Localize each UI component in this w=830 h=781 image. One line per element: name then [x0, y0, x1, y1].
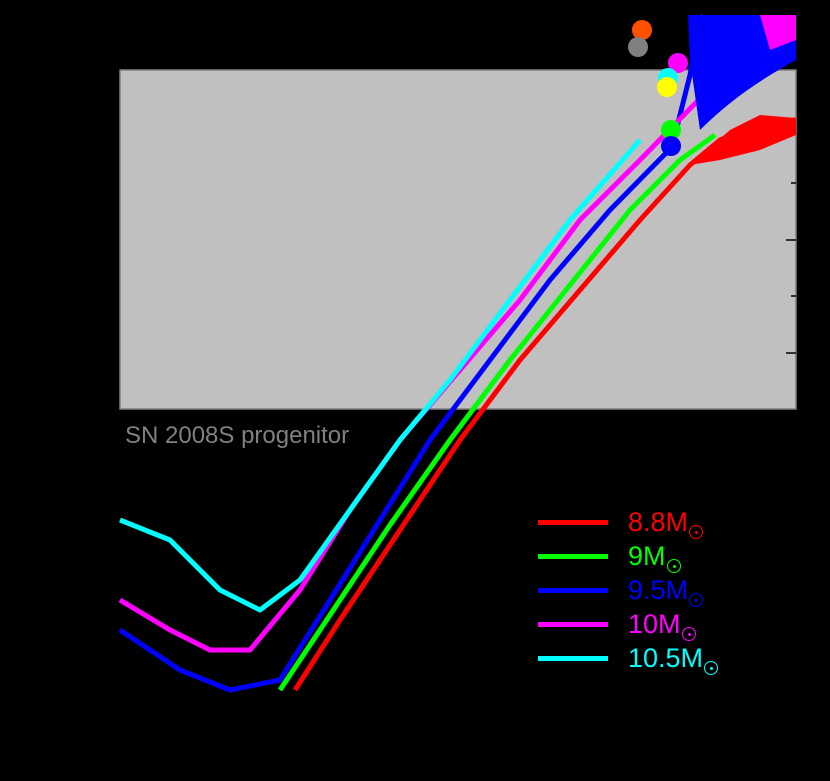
legend: 8.8M 9M 9.5M 10M 10.5M: [538, 505, 719, 675]
solar-symbol-icon: [689, 592, 704, 607]
legend-item: 9M: [538, 539, 718, 573]
legend-swatch: [538, 621, 608, 627]
evolution-tracks: [118, 14, 797, 693]
solar-symbol-icon: [704, 660, 719, 675]
progenitor-region: [119, 69, 797, 410]
legend-item: 8.8M: [538, 505, 718, 539]
marker-dot: [628, 37, 648, 57]
solar-symbol-icon: [666, 558, 681, 573]
marker-dot: [661, 120, 681, 140]
track-line: [277, 132, 717, 692]
legend-swatch: [538, 519, 608, 525]
solar-symbol-icon: [681, 626, 696, 641]
endpoint-markers: [628, 20, 688, 156]
loop-region: [760, 15, 796, 50]
legend-item: 10.5M: [538, 641, 719, 675]
solar-symbol-icon: [689, 524, 704, 539]
legend-label: 8.8M: [628, 507, 704, 539]
legend-item: 9.5M: [538, 573, 718, 607]
legend-label: 9M: [628, 541, 681, 573]
legend-label: 9.5M: [628, 575, 704, 607]
loop-region: [690, 115, 796, 165]
track-line: [119, 138, 642, 613]
progenitor-annotation: SN 2008S progenitor: [125, 422, 350, 449]
legend-label: 10M: [628, 609, 696, 641]
marker-dot: [661, 136, 681, 156]
legend-label: 10.5M: [628, 643, 719, 675]
legend-swatch: [538, 553, 608, 559]
marker-dot: [632, 20, 652, 40]
legend-item: 10M: [538, 607, 718, 641]
legend-swatch: [538, 655, 608, 661]
marker-dot: [657, 77, 677, 97]
legend-swatch: [538, 587, 608, 593]
marker-dot: [668, 53, 688, 73]
